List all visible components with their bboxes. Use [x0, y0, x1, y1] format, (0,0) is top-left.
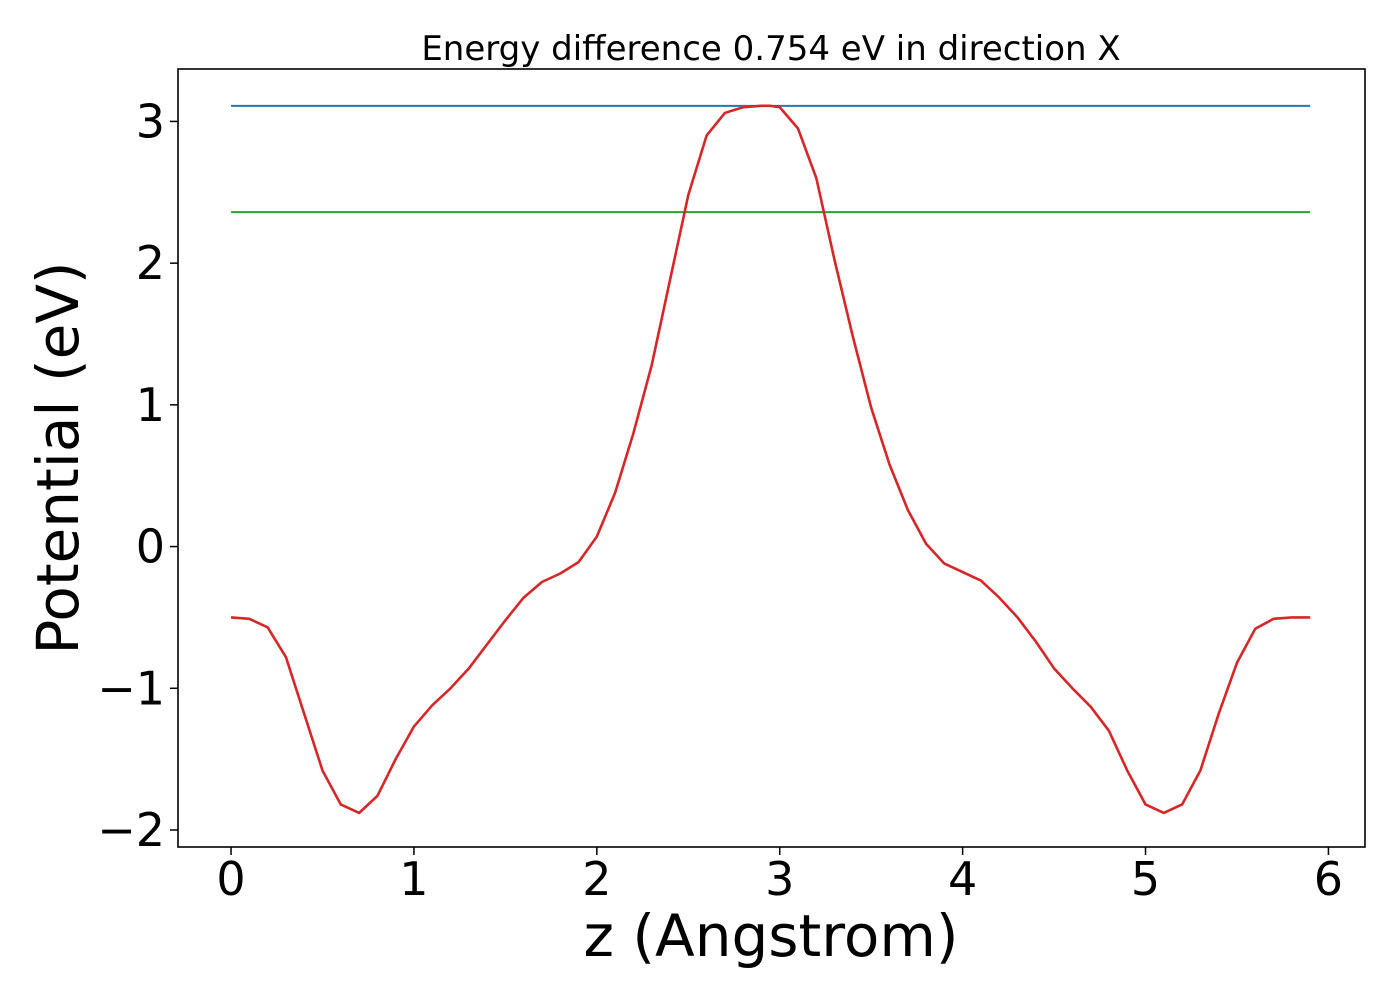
x-tick-label: 4 [948, 852, 977, 906]
y-tick-label: 3 [136, 94, 165, 148]
y-tick-label: −1 [97, 661, 165, 715]
plot-frame [177, 68, 1366, 848]
series-group [230, 104, 1311, 815]
x-tick-label: 3 [765, 852, 794, 906]
x-tick-label: 6 [1314, 852, 1343, 906]
y-tick-label: 2 [136, 236, 165, 290]
y-tick-label: 1 [136, 378, 165, 432]
x-tick-label: 1 [399, 852, 428, 906]
y-axis-label: Potential (eV) [24, 261, 92, 654]
y-tick-label: −2 [97, 803, 165, 857]
y-axis: −2 −1 0 1 2 3 [97, 94, 178, 857]
x-tick-label: 5 [1131, 852, 1160, 906]
x-axis: 0 1 2 3 4 5 6 [216, 847, 1343, 906]
x-tick-label: 2 [582, 852, 611, 906]
series-line-2 [230, 104, 1311, 815]
chart-title: Energy difference 0.754 eV in direction … [421, 29, 1120, 69]
x-axis-label: z (Angstrom) [584, 902, 959, 970]
y-tick-label: 0 [136, 520, 165, 574]
x-tick-label: 0 [216, 852, 245, 906]
